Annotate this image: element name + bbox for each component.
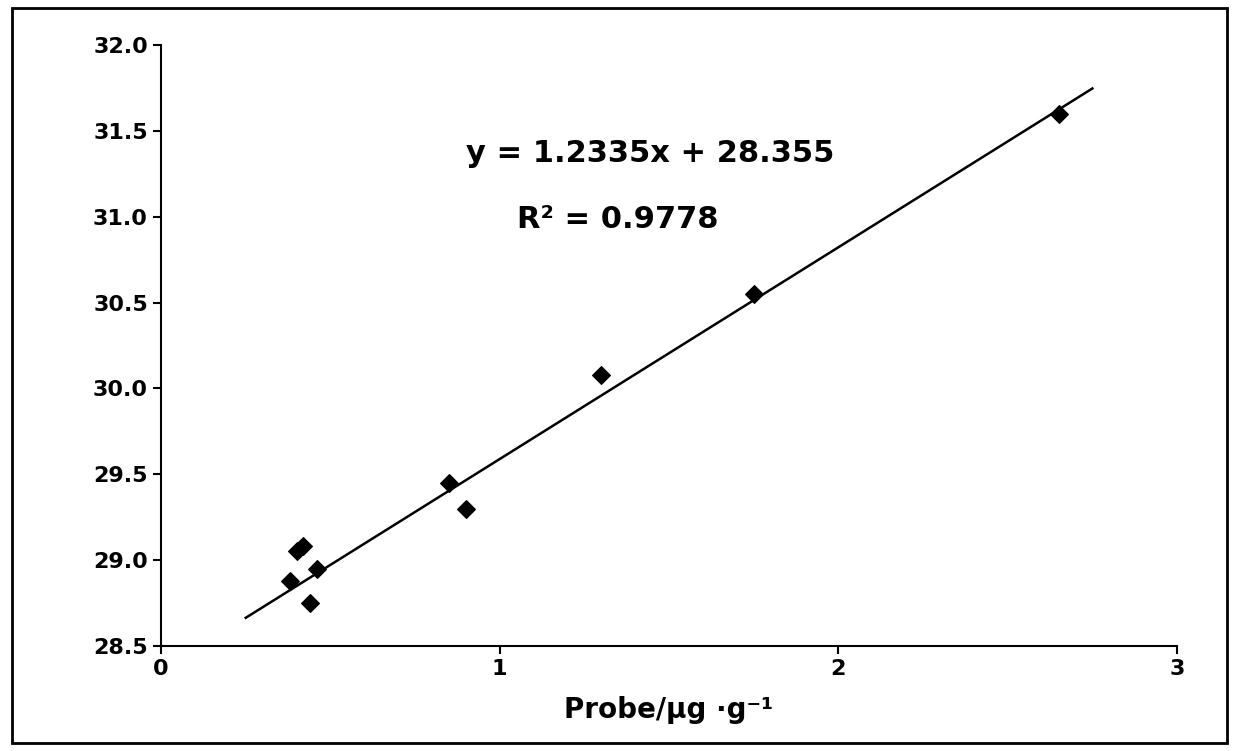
Point: [300, 597, 320, 609]
Text: y = 1.2335x + 28.355: y = 1.2335x + 28.355: [466, 139, 834, 167]
Point: [591, 369, 611, 381]
Point: [439, 477, 458, 489]
Point: [743, 288, 763, 300]
Point: [286, 545, 306, 557]
Point: [1048, 107, 1068, 119]
Text: R² = 0.9778: R² = 0.9778: [517, 205, 719, 234]
Point: [307, 562, 327, 575]
Point: [294, 540, 313, 552]
Point: [456, 502, 476, 514]
X-axis label: Probe/μg ·g⁻¹: Probe/μg ·g⁻¹: [565, 695, 773, 724]
Point: [280, 575, 300, 587]
